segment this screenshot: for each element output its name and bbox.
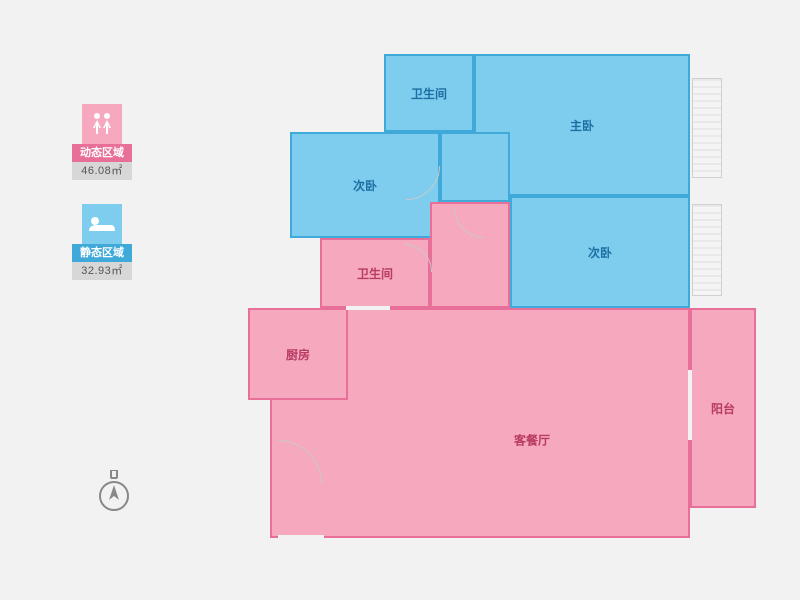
- people-icon: [82, 104, 122, 144]
- room-label: 卫生间: [357, 265, 393, 282]
- compass-icon: [96, 470, 132, 514]
- room-label: 次卧: [588, 244, 612, 261]
- room-label: 厨房: [286, 346, 310, 363]
- balcony-rail: [692, 204, 722, 296]
- legend: 动态区域 46.08㎡ 静态区域 32.93㎡: [72, 104, 132, 304]
- balcony-rail: [692, 78, 722, 178]
- room-label: 次卧: [353, 177, 377, 194]
- room-label: 客餐厅: [514, 432, 550, 449]
- legend-dynamic-value: 46.08㎡: [72, 162, 132, 180]
- room-bath1: 卫生间: [384, 54, 474, 132]
- floorplan: 客餐厅主卧次卧次卧阳台厨房卫生间卫生间: [230, 54, 770, 546]
- room-bed3: 次卧: [510, 196, 690, 308]
- legend-static-title: 静态区域: [72, 244, 132, 262]
- room-kitchen: 厨房: [248, 308, 348, 400]
- legend-static-value: 32.93㎡: [72, 262, 132, 280]
- sleep-icon: [82, 204, 122, 244]
- room-label: 阳台: [711, 400, 735, 417]
- room-label: 卫生间: [411, 85, 447, 102]
- room-hall_up: [440, 132, 510, 202]
- door-gap: [278, 535, 324, 541]
- legend-dynamic: 动态区域 46.08㎡: [72, 104, 132, 180]
- door-gap: [688, 370, 692, 440]
- door-gap: [346, 306, 390, 310]
- room-label: 主卧: [570, 117, 594, 134]
- room-balcony: 阳台: [690, 308, 756, 508]
- legend-static: 静态区域 32.93㎡: [72, 204, 132, 280]
- legend-dynamic-title: 动态区域: [72, 144, 132, 162]
